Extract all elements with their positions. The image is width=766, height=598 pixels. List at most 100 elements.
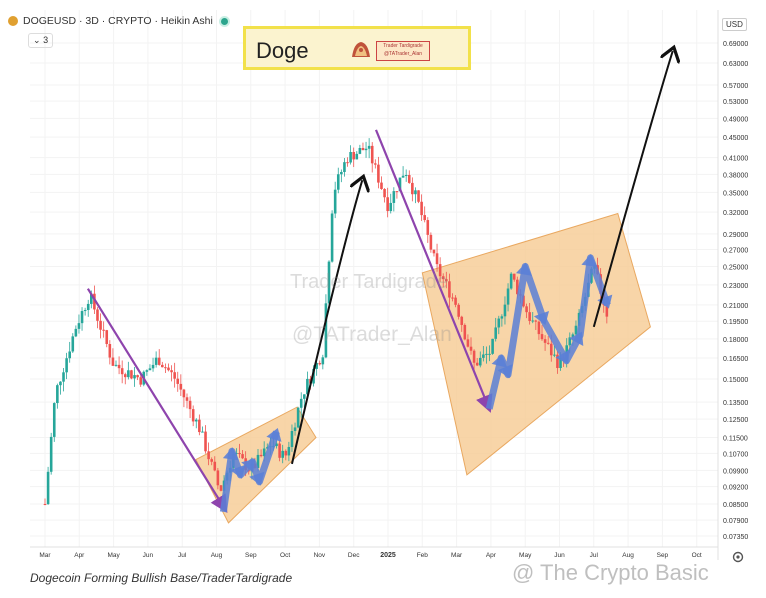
y-tick-label: 0.23000 [723,283,748,290]
x-tick-label: Jun [143,552,154,559]
candle-down [383,188,386,198]
candle-up [114,364,118,366]
x-tick-label: Oct [692,552,702,559]
candle-down [386,197,389,212]
candle-down [99,320,102,330]
candle-up [355,153,359,160]
wave-arrowhead [516,262,532,276]
x-tick-label: Jun [554,552,565,559]
candle-down [395,191,399,193]
candle-down [540,334,544,340]
candle-down [407,175,411,183]
x-tick-label: Apr [486,552,497,559]
breakout-arrow [290,180,362,465]
candle-down [361,148,365,151]
x-tick-label: Sep [245,552,257,559]
candle-down [284,450,288,456]
candle-up [306,378,309,395]
market-status-icon [220,17,228,25]
price-axis: 0.69000 0.63000 0.57000 0.53000 0.49000 0.450… [723,41,748,541]
candle-up [414,190,417,195]
candle-down [432,249,436,254]
y-tick-label: 0.09900 [723,468,748,475]
candle-down [204,431,207,452]
candle-up [315,362,318,369]
symbol-header[interactable]: DOGEUSD · 3D · CRYPTO · Heikin Ashi [8,15,228,27]
candle-down [525,306,528,313]
logo-line-2: @TATrader_Alan [383,51,423,57]
candle-up [293,427,297,432]
y-tick-label: 0.21000 [723,303,748,310]
x-tick-label: Feb [417,552,429,559]
x-tick-label: Sep [657,552,669,559]
candle-down [534,320,538,322]
candle-down [457,304,460,317]
candle-down [123,374,127,378]
candle-up [201,431,204,433]
candle-up [52,403,56,437]
candle-up [296,407,300,428]
candle-down [549,343,553,356]
symbol-title: DOGEUSD · 3D · CRYPTO · Heikin Ashi [23,15,213,27]
candle-down [451,297,454,299]
candle-down [96,309,99,321]
candle-up [494,327,498,339]
annotation-arrows [86,51,673,513]
candle-up [482,354,485,358]
candle-up [553,354,556,356]
candle-down [417,190,420,202]
candle-down [259,454,263,457]
settings-gear-icon[interactable] [731,550,745,564]
y-tick-label: 0.35000 [723,190,748,197]
candle-up [485,353,488,355]
candle-down [238,453,241,455]
candle-up [80,311,84,324]
candle-up [336,174,340,190]
candle-down [216,470,220,486]
candle-down [207,451,210,460]
doge-coin-icon [8,16,18,26]
candle-up [303,394,306,399]
candle-up [299,398,303,408]
candle-down [278,443,281,458]
candle-down [448,281,451,298]
indicators-toggle[interactable]: ⌄ 3 [28,33,54,48]
trend-down-arrow [374,129,493,413]
currency-selector[interactable]: USD [722,18,747,31]
candle-up [256,454,260,468]
candle-up [90,293,93,304]
candle-up [71,336,75,352]
candle-down [130,370,133,379]
wave-arrowhead [597,294,613,309]
x-tick-label: May [519,552,532,559]
candle-up [559,357,562,369]
wave-arrowhead [555,349,570,365]
candle-down [43,503,47,505]
candle-down [318,362,322,365]
candle-down [429,234,433,250]
x-tick-label: Nov [314,552,326,559]
candle-down [111,357,115,366]
candle-up [56,385,59,404]
candle-down [346,162,349,164]
y-tick-label: 0.12500 [723,417,748,424]
candle-down [528,312,531,321]
y-tick-label: 0.63000 [723,61,748,68]
candle-down [374,163,377,165]
candle-down [136,375,139,378]
candle-down [420,201,423,216]
trend-down-arrow [86,288,228,513]
candle-up [145,370,149,372]
candle-up [148,368,152,371]
candle-down [161,364,164,368]
candle-up [500,316,504,319]
y-tick-label: 0.45000 [723,135,748,142]
candle-up [478,357,482,366]
candle-up [389,202,393,212]
wave-arrowhead [266,428,282,442]
y-tick-label: 0.53000 [723,99,748,106]
candle-down [380,182,383,189]
candle-up [364,148,368,151]
y-tick-label: 0.57000 [723,83,748,90]
candle-down [210,459,213,462]
